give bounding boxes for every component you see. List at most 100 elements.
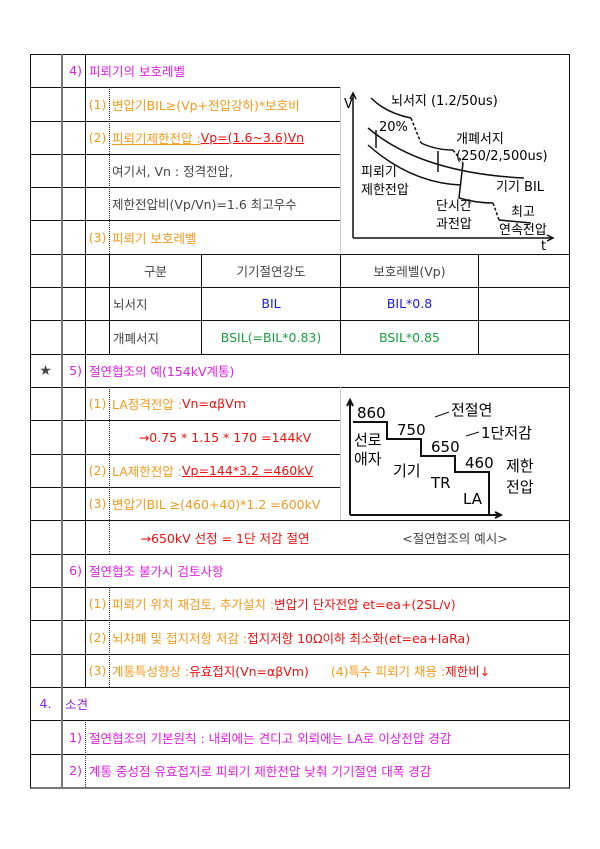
table-header: 보호레벨(Vp) <box>373 264 446 279</box>
table-header: 구분 <box>143 264 167 279</box>
divider <box>30 287 570 288</box>
divider <box>30 687 570 688</box>
value-label: 750 <box>397 421 426 439</box>
value-label: 860 <box>357 404 386 422</box>
item-number: (1) <box>88 396 107 411</box>
table-cell: 뇌서지 <box>113 297 148 312</box>
diagram-label: 과전압 <box>436 217 472 232</box>
divider <box>30 220 340 221</box>
divider <box>109 254 110 354</box>
diagram-label: 뇌서지 (1.2/50us) <box>391 94 498 109</box>
divider <box>30 121 340 122</box>
item-value: 유효접지(Vn=αβVm) <box>189 664 309 679</box>
axis-label: t <box>541 239 546 253</box>
item-text: 변압기BIL≥(Vp+전압강하)*보호비 <box>112 97 300 113</box>
conclusion: →650kV 선정 = 1단 저감 절연 <box>140 530 310 546</box>
protection-level-diagram: V t 뇌서지 (1.2/50us) 20% 개폐서지 (250/2,500us… <box>344 91 555 253</box>
divider <box>30 620 570 621</box>
divider <box>30 487 340 488</box>
divider <box>30 787 570 789</box>
divider <box>30 320 570 321</box>
divider <box>340 87 341 254</box>
diagram-label: 전압 <box>506 478 534 496</box>
divider <box>30 187 340 188</box>
divider <box>30 720 570 721</box>
divider <box>30 654 570 655</box>
item-formula: Vp=(1.6~3.6)Vn <box>200 130 305 145</box>
divider <box>30 587 570 588</box>
item-number: (2) <box>88 463 107 478</box>
calculation: →0.75 * 1.15 * 170 =144kV <box>138 429 312 445</box>
item-text: 피뢰기 보호레벨 <box>112 230 197 246</box>
item-text: 변압기BIL ≥(460+40)*1.2 =600kV <box>112 497 321 512</box>
item-label: 피뢰기제한전압 : <box>112 131 201 146</box>
divider <box>30 520 570 521</box>
diagram-label: 기기 <box>393 462 421 480</box>
item-text: 계통 중성점 유효접지로 피뢰기 제한전압 낮춰 기기절연 대폭 경감 <box>89 764 432 779</box>
item-label: LA제한전압 : <box>112 464 182 479</box>
item-text: 절연협조의 기본원칙 : 내뢰에는 견디고 외뢰에는 LA로 이상전압 경감 <box>89 730 452 746</box>
item-formula: Vn=αβVm <box>182 396 246 411</box>
diagram-label: 애자 <box>354 450 382 468</box>
divider <box>30 254 570 255</box>
section-number: 4. <box>39 696 52 711</box>
insulation-steps <box>353 421 490 515</box>
item-number: (2) <box>88 130 107 145</box>
table-header: 기기절연강도 <box>236 264 306 279</box>
note-text: 제한전압비(Vp/Vn)=1.6 최고우수 <box>112 197 297 212</box>
diagram-caption: <절연협조의 예시> <box>402 530 508 546</box>
item-value: 제한비↓ <box>445 664 491 679</box>
item-label: 뇌차폐 및 접지저항 저감 : <box>112 630 248 646</box>
divider <box>30 420 340 421</box>
divider <box>30 87 340 88</box>
section-number: 4) <box>69 63 82 78</box>
item-number: (3) <box>88 496 107 511</box>
table-cell: BIL*0.8 <box>386 296 433 311</box>
divider <box>30 154 340 155</box>
divider <box>109 387 110 554</box>
bil-curve <box>367 127 525 179</box>
item-label: 계통특성향상 : <box>112 664 190 679</box>
diagram-label: TR <box>430 474 451 492</box>
table-cell: BSIL*0.85 <box>378 329 441 345</box>
divider <box>201 254 202 354</box>
arrester-curve <box>367 144 462 186</box>
table-cell: 개폐서지 <box>113 330 160 346</box>
divider <box>30 387 570 388</box>
note-text: 여기서, Vn : 정격전압, <box>112 164 234 179</box>
divider <box>30 54 31 788</box>
diagram-label: 연속전압 <box>499 223 547 238</box>
diagram-label: 선로 <box>354 431 382 449</box>
star-icon: ★ <box>39 362 52 379</box>
diagram-label: LA <box>463 490 483 508</box>
divider <box>340 387 341 520</box>
divider <box>569 54 570 788</box>
diagram-label: 최고 <box>511 205 535 220</box>
divider <box>30 554 570 555</box>
section-number: 5) <box>69 363 82 378</box>
section-title: 절연협조의 예(154kV계통) <box>89 364 235 379</box>
item-number: (3) <box>88 229 107 245</box>
diagram-label: 1단저감 <box>481 424 532 442</box>
divider <box>30 354 570 355</box>
diagram-label: 개폐서지 <box>456 132 504 147</box>
insulation-coordination-diagram: 860 750 650 460 전절연 1단저감 선로 애자 기기 TR LA … <box>346 397 534 519</box>
item-value: 접지저항 10Ω이하 최소화(et=ea+IaRa) <box>247 630 471 646</box>
lightning-curve <box>370 97 412 119</box>
diagram-label: 제한전압 <box>361 183 409 198</box>
section-number: 6) <box>69 563 82 578</box>
section-title: 피뢰기의 보호레벨 <box>89 64 185 79</box>
item-label: (4)특수 피뢰기 채용 : <box>330 664 446 679</box>
item-number: 1) <box>69 729 82 745</box>
divider <box>30 754 570 755</box>
item-number: 2) <box>69 763 82 778</box>
item-number: (3) <box>88 663 107 678</box>
table-cell: BIL <box>261 296 281 311</box>
value-label: 650 <box>431 438 460 456</box>
divider <box>85 54 86 687</box>
item-number: (1) <box>88 96 107 112</box>
section-title: 소견 <box>65 697 89 712</box>
diagram-label: 20% <box>379 120 408 135</box>
divider <box>340 254 341 354</box>
item-label: LA정격전압 : <box>112 397 182 412</box>
